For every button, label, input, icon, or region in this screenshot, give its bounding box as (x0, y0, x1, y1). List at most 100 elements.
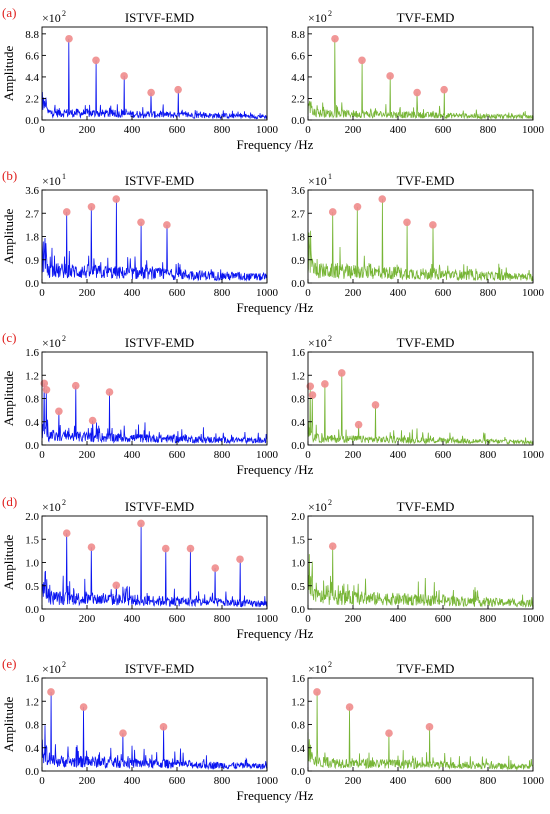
peak-marker (65, 34, 73, 43)
y-tick-label: 0.0 (291, 766, 305, 778)
y-tick-label: 0.8 (25, 720, 39, 732)
x-tick-label: 200 (79, 775, 96, 787)
peak-marker (337, 369, 346, 377)
spectrum-series-line (41, 523, 268, 608)
x-tick-label: 200 (345, 613, 362, 625)
x-tick-label: 0 (39, 449, 45, 461)
peak-marker (62, 208, 71, 216)
y-axis-label: Amplitude (1, 45, 16, 101)
peak-marker (62, 529, 71, 538)
x-tick-label: 400 (390, 613, 407, 625)
y-tick-label: 2.7 (25, 208, 39, 220)
y-tick-label: 2.2 (291, 93, 305, 105)
x-tick-label: 200 (345, 449, 362, 461)
x-tick-label: 1000 (256, 775, 279, 787)
peak-marker (92, 56, 100, 65)
x-axis-label: Frequency /Hz (237, 137, 314, 152)
x-tick-label: 200 (345, 775, 362, 787)
y-tick-label: 1.6 (25, 673, 39, 685)
chart-title: ISTVF-EMD (125, 10, 194, 25)
x-tick-label: 400 (390, 449, 407, 461)
peak-marker (236, 555, 244, 564)
peak-marker (55, 407, 63, 416)
peak-marker (87, 543, 96, 551)
axis-exponent-label: ×10 (42, 500, 61, 514)
x-tick-label: 1000 (256, 449, 279, 461)
y-tick-label: 0.9 (291, 255, 305, 267)
panel-label: (e) (2, 656, 16, 671)
plot-frame (41, 515, 268, 610)
chart-title: TVF-EMD (397, 173, 455, 188)
peak-marker (385, 729, 393, 738)
x-tick-label: 0 (305, 775, 311, 787)
x-tick-label: 200 (79, 287, 96, 299)
axis-exponent-label: ×10 (308, 11, 327, 25)
y-tick-label: 0.4 (291, 743, 305, 755)
peak-marker (429, 221, 437, 229)
y-axis-label: Amplitude (1, 208, 16, 264)
peak-marker (105, 388, 114, 396)
x-tick-label: 800 (480, 613, 497, 625)
x-tick-label: 1000 (522, 613, 545, 625)
peak-marker (87, 202, 96, 211)
chart-title: TVF-EMD (397, 10, 455, 25)
peak-marker (120, 72, 128, 80)
y-tick-label: 0.5 (25, 581, 39, 593)
spectrum-chart: 0.0 0.4 0.8 1.2 1.6 0 200 400 600 800 1000 ×10 2 ISTV… (1, 334, 279, 461)
x-tick-label: 600 (435, 775, 452, 787)
plot-frame (307, 677, 534, 772)
x-tick-label: 600 (169, 287, 186, 299)
peak-marker (159, 723, 168, 731)
y-tick-label: 1.6 (25, 347, 39, 359)
peak-marker (112, 195, 121, 203)
spectrum-series-line (41, 691, 268, 771)
peak-marker (174, 85, 182, 94)
axis-exponent-label: ×10 (42, 174, 61, 188)
chart-title: ISTVF-EMD (125, 661, 194, 676)
x-tick-label: 200 (79, 449, 96, 461)
y-tick-label: 0.5 (291, 581, 305, 593)
y-tick-label: 1.8 (291, 232, 305, 244)
peak-marker (119, 729, 127, 738)
spectrum-chart: 0.0 0.4 0.8 1.2 1.6 0 200 400 600 800 1000 ×10 2 TVF-… (291, 660, 544, 787)
spectrum-chart: 0.0 2.2 4.4 6.6 8.8 0 200 400 600 800 1000 ×10 2 ISTV… (1, 9, 279, 136)
peak-marker (354, 420, 363, 429)
axis-exponent-label: ×10 (308, 174, 327, 188)
x-tick-label: 400 (390, 775, 407, 787)
x-tick-label: 0 (39, 775, 45, 787)
peak-marker (331, 34, 339, 43)
x-tick-label: 800 (480, 775, 497, 787)
y-tick-label: 0.0 (25, 440, 39, 452)
chart-title: TVF-EMD (397, 335, 455, 350)
spectrum-series-line (307, 38, 534, 120)
y-tick-label: 1.0 (291, 558, 305, 570)
peak-marker (403, 218, 411, 227)
axis-exponent-power: 2 (62, 498, 66, 507)
peak-marker (328, 542, 337, 551)
peak-marker (88, 416, 97, 425)
x-tick-label: 200 (79, 124, 96, 136)
x-tick-label: 800 (214, 287, 231, 299)
y-tick-label: 0.4 (25, 417, 39, 429)
x-tick-label: 1000 (256, 613, 279, 625)
axis-exponent-power: 2 (62, 334, 66, 343)
x-tick-label: 1000 (522, 775, 545, 787)
x-tick-label: 0 (39, 613, 45, 625)
spectrum-series-line (41, 383, 268, 445)
panel-label: (a) (2, 5, 16, 20)
spectrum-chart: 0.0 0.9 1.8 2.7 3.6 0 200 400 600 800 1000 ×10 1 ISTV… (1, 172, 279, 299)
axis-exponent-label: ×10 (42, 11, 61, 25)
y-tick-label: 0.0 (291, 278, 305, 290)
x-tick-label: 0 (39, 124, 45, 136)
peak-marker (42, 385, 51, 394)
x-tick-label: 0 (39, 287, 45, 299)
x-tick-label: 800 (480, 449, 497, 461)
y-tick-label: 1.0 (25, 558, 39, 570)
y-tick-label: 0.8 (291, 720, 305, 732)
x-tick-label: 0 (305, 124, 311, 136)
y-tick-label: 0.0 (25, 115, 39, 127)
y-tick-label: 0.0 (291, 604, 305, 616)
x-tick-label: 400 (124, 775, 141, 787)
axis-exponent-power: 2 (62, 9, 66, 18)
